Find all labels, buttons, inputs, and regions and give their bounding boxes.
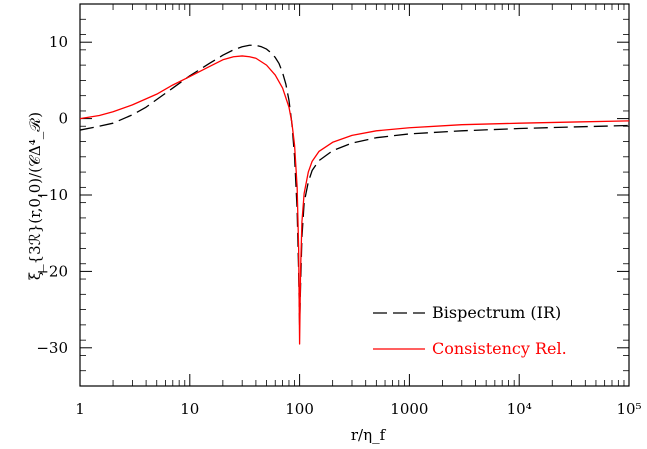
tick-marks [79, 3, 630, 387]
y-tick-label: −30 [36, 339, 68, 357]
y-axis-label: ξ_{3ℛ}(r,0,0)/(𝒞Δ⁴_ℛ) [26, 112, 44, 280]
x-tick-label: 10⁵ [616, 400, 641, 418]
y-tick-label: 0 [58, 110, 68, 128]
x-tick-label: 10 [180, 400, 199, 418]
legend-label-bispectrum: Bispectrum (IR) [432, 303, 561, 322]
plot-curves [79, 44, 630, 345]
x-tick-label: 10⁴ [507, 400, 532, 418]
y-tick-label: −20 [36, 262, 68, 280]
legend-label-consistency: Consistency Rel. [432, 339, 567, 358]
legend: Bispectrum (IR) Consistency Rel. [373, 303, 567, 358]
x-tick-label: 1 [75, 400, 85, 418]
bispectrum-curve [79, 44, 630, 326]
x-axis-label: r/η_f [351, 426, 387, 444]
plot-frame [79, 3, 630, 387]
x-tick-label: 1000 [390, 400, 428, 418]
y-tick-label: 10 [49, 33, 68, 51]
x-tick-label: 100 [285, 400, 314, 418]
y-tick-label: −10 [36, 186, 68, 204]
consistency-curve [79, 55, 630, 345]
